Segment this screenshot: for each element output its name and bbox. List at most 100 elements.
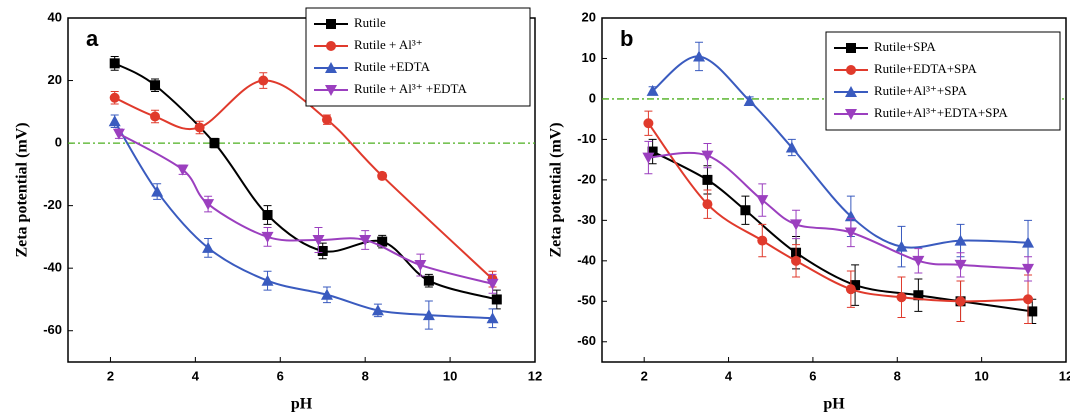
marker <box>109 92 120 103</box>
marker <box>325 62 337 73</box>
marker <box>321 114 332 125</box>
marker <box>643 118 654 129</box>
marker <box>757 235 768 246</box>
plot-frame <box>67 17 536 363</box>
y-tick-label: 0 <box>589 90 596 105</box>
marker <box>701 150 714 162</box>
marker <box>109 58 120 69</box>
y-tick-label: -60 <box>43 322 62 337</box>
marker <box>785 141 798 153</box>
x-axis-label: pH <box>291 396 313 413</box>
panel-label: a <box>86 26 99 51</box>
marker <box>108 115 121 127</box>
x-tick-label: 10 <box>443 368 457 383</box>
marker <box>743 94 756 106</box>
x-tick-label: 8 <box>894 368 901 383</box>
y-tick-label: -60 <box>577 333 596 348</box>
marker <box>194 122 205 133</box>
marker <box>359 235 372 247</box>
marker <box>702 174 713 185</box>
marker <box>850 280 861 291</box>
x-tick-label: 6 <box>809 368 816 383</box>
marker <box>646 84 659 96</box>
y-tick-label: 0 <box>55 135 62 150</box>
series-line <box>647 122 1029 303</box>
marker <box>150 80 161 91</box>
legend-label: Rutile+SPA <box>874 39 936 54</box>
marker <box>377 236 388 247</box>
marker <box>954 259 967 271</box>
marker <box>486 278 499 290</box>
y-tick-label: -20 <box>577 171 596 186</box>
series-line <box>118 132 493 285</box>
marker <box>423 275 434 286</box>
marker <box>845 86 857 97</box>
legend-label: Rutile + Al³⁺ +EDTA <box>354 81 467 96</box>
legend-label: Rutile +EDTA <box>354 59 431 74</box>
marker <box>414 260 427 272</box>
marker <box>702 199 713 210</box>
marker <box>491 294 502 305</box>
y-tick-label: 20 <box>48 72 62 87</box>
legend-label: Rutile <box>354 15 386 30</box>
marker <box>896 292 907 303</box>
marker <box>845 109 857 120</box>
legend-label: Rutile+Al³⁺+EDTA+SPA <box>874 105 1008 120</box>
marker <box>1022 263 1035 275</box>
x-tick-label: 10 <box>974 368 988 383</box>
marker <box>151 185 164 197</box>
series-line <box>648 151 1029 270</box>
y-tick-label: -20 <box>43 197 62 212</box>
x-tick-label: 2 <box>107 368 114 383</box>
marker <box>377 170 388 181</box>
plot-frame <box>601 17 1067 363</box>
marker <box>790 219 803 231</box>
legend-label: Rutile+EDTA+SPA <box>874 61 977 76</box>
marker <box>693 50 706 62</box>
x-tick-label: 2 <box>641 368 648 383</box>
marker <box>202 199 215 211</box>
marker <box>642 152 655 164</box>
x-tick-label: 12 <box>1059 368 1070 383</box>
marker <box>1022 236 1035 248</box>
marker <box>326 19 336 29</box>
marker <box>422 309 435 321</box>
marker <box>647 146 658 157</box>
marker <box>262 210 273 221</box>
marker <box>176 164 189 176</box>
marker <box>371 304 384 316</box>
marker <box>1023 294 1034 305</box>
series-line <box>113 120 493 320</box>
marker <box>912 255 925 267</box>
marker <box>261 274 274 286</box>
panel: 2 4 6 8 10 12 -60 -40 -20 0 20 40 pH Zeta potential (… <box>14 7 542 413</box>
x-tick-label: 4 <box>725 368 733 383</box>
x-axis-label: pH <box>823 396 845 413</box>
marker <box>740 205 751 216</box>
series-line <box>114 79 494 280</box>
marker <box>913 290 924 301</box>
marker <box>846 65 856 75</box>
series-line <box>114 62 498 301</box>
marker <box>325 85 337 96</box>
marker <box>326 41 336 51</box>
marker <box>845 284 856 295</box>
marker <box>112 128 125 140</box>
x-tick-label: 12 <box>528 368 542 383</box>
y-tick-label: -40 <box>43 260 62 275</box>
y-tick-label: 20 <box>582 9 596 24</box>
x-tick-label: 6 <box>277 368 284 383</box>
marker <box>791 255 802 266</box>
legend-label: Rutile + Al³⁺ <box>354 37 423 52</box>
marker <box>320 288 333 300</box>
y-tick-label: -10 <box>577 131 596 146</box>
y-tick-label: -40 <box>577 252 596 267</box>
marker <box>846 43 856 53</box>
x-tick-label: 8 <box>362 368 369 383</box>
marker <box>1027 306 1038 317</box>
panel: 2 4 6 8 10 12 -60 -50 -40 -30 -20 -10 0 10 20 pH Zeta po… <box>548 9 1070 412</box>
marker <box>209 138 220 149</box>
y-axis-label: Zeta potential (mV) <box>14 122 31 257</box>
marker <box>258 75 269 86</box>
